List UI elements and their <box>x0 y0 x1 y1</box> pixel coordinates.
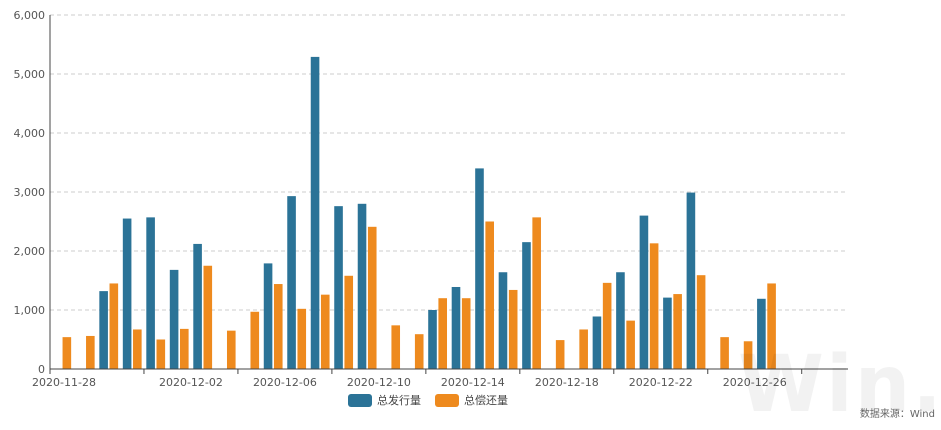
bar-repayment <box>743 341 753 369</box>
bar-repayment <box>649 243 659 369</box>
bar-issuance <box>757 298 766 369</box>
x-tick-label: 2020-12-10 <box>347 376 411 389</box>
legend-item-repayment[interactable]: 总偿还量 <box>435 392 508 408</box>
bar-repayment <box>133 329 142 369</box>
bar-repayment <box>602 282 612 369</box>
bar-repayment <box>109 283 119 369</box>
bar-repayment <box>485 221 494 369</box>
bar-issuance <box>639 215 649 369</box>
bar-repayment <box>673 294 682 369</box>
x-tick-label: 2020-12-22 <box>629 376 693 389</box>
bar-repayment <box>86 335 95 369</box>
bar-issuance <box>451 286 461 369</box>
bar-repayment <box>391 325 401 369</box>
x-tick-label: 2020-12-02 <box>159 376 223 389</box>
bar-repayment <box>767 283 776 369</box>
bar-issuance <box>99 291 108 369</box>
bar-repayment <box>273 284 283 369</box>
bar-repayment <box>414 334 424 369</box>
bar-issuance <box>475 168 484 369</box>
y-tick-label: 3,000 <box>14 186 46 199</box>
bar-issuance <box>169 269 179 369</box>
bar-repayment <box>156 339 166 369</box>
x-tick-label: 2020-12-14 <box>441 376 505 389</box>
legend-label-repayment: 总偿还量 <box>464 394 508 407</box>
x-tick-label: 2020-12-18 <box>535 376 599 389</box>
bar-repayment <box>579 329 588 369</box>
bar-repayment <box>320 294 330 369</box>
bar-issuance <box>287 196 296 369</box>
bar-repayment <box>532 217 541 369</box>
bar-issuance <box>686 192 696 369</box>
bar-issuance <box>310 56 320 369</box>
bar-repayment <box>62 337 72 369</box>
legend-label-issuance: 总发行量 <box>377 394 421 407</box>
bar-repayment <box>180 328 189 369</box>
bar-repayment <box>555 340 565 369</box>
x-tick-label: 2020-12-06 <box>253 376 317 389</box>
bar-issuance <box>616 272 625 369</box>
y-tick-label: 2,000 <box>14 245 46 258</box>
bar-issuance <box>263 263 273 369</box>
bar-repayment <box>626 320 635 369</box>
bar-repayment <box>461 298 471 369</box>
bar-repayment <box>250 311 260 369</box>
bar-issuance <box>193 243 202 369</box>
legend-item-issuance[interactable]: 总发行量 <box>348 392 421 408</box>
bar-issuance <box>428 310 437 369</box>
y-tick-label: 1,000 <box>14 304 46 317</box>
bar-issuance <box>663 297 672 369</box>
legend-swatch-repayment <box>435 393 459 407</box>
bar-repayment <box>297 308 307 369</box>
legend-swatch-issuance <box>348 393 372 407</box>
bar-repayment <box>438 298 448 369</box>
bar-repayment <box>508 289 518 369</box>
bar-repayment <box>226 330 236 369</box>
bar-issuance <box>357 203 367 369</box>
y-tick-label: 0 <box>38 363 45 376</box>
bar-repayment <box>367 226 377 369</box>
legend: 总发行量 总偿还量 <box>348 392 508 408</box>
y-tick-label: 5,000 <box>14 68 46 81</box>
bond-issuance-chart: 0 1,000 2,000 3,000 4,000 5,000 6,000 2020-11-2… <box>14 9 848 389</box>
y-tick-label: 4,000 <box>14 127 46 140</box>
bar-repayment <box>720 337 729 369</box>
data-source-note: 数据来源：Wind <box>859 409 935 420</box>
bar-issuance <box>334 206 343 369</box>
bar-repayment <box>203 265 213 369</box>
bar-repayment <box>696 275 706 369</box>
bar-issuance <box>146 217 155 369</box>
bar-issuance <box>498 272 508 369</box>
bar-repayment <box>344 275 354 369</box>
x-tick-label: 2020-11-28 <box>32 376 96 389</box>
watermark: Win.d <box>738 340 941 430</box>
y-tick-label: 6,000 <box>14 9 46 22</box>
x-tick-label: 2020-12-26 <box>723 376 787 389</box>
bar-issuance <box>592 316 602 369</box>
bar-issuance <box>122 218 132 369</box>
bar-issuance <box>522 242 531 369</box>
